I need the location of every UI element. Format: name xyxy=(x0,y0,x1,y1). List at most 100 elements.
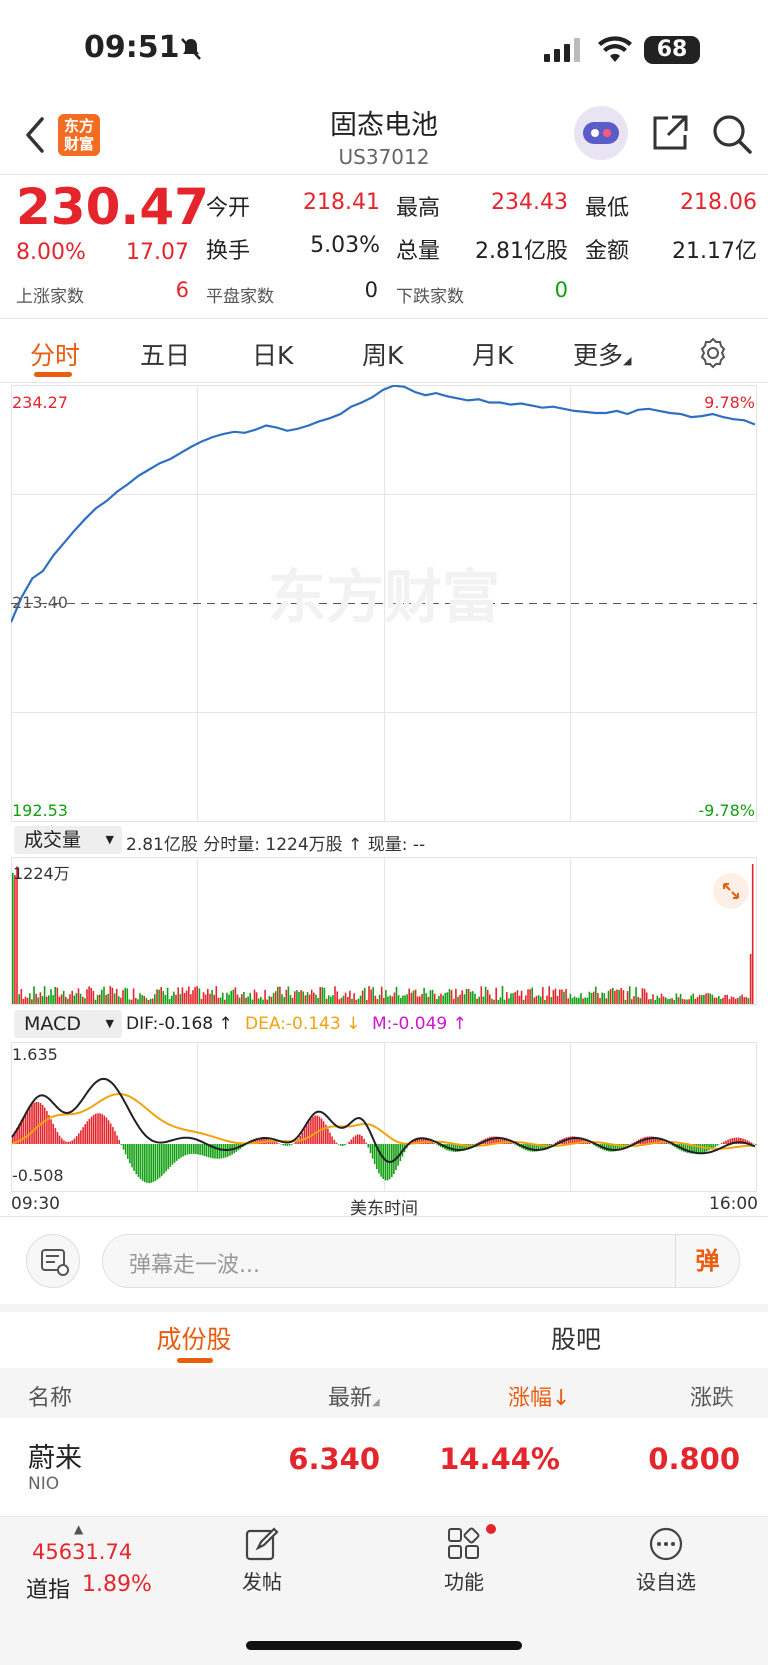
macd-bar xyxy=(744,1139,746,1144)
volume-bar xyxy=(45,996,48,1004)
col-latest-header[interactable]: 最新◢ xyxy=(328,1380,380,1412)
add-watchlist-button[interactable]: 设自选 xyxy=(626,1526,706,1596)
volume-bar xyxy=(582,998,584,1004)
volume-bar xyxy=(718,996,720,1004)
volume-bar xyxy=(77,988,80,1004)
danmaku-input[interactable]: 弹幕走一波... 弹 xyxy=(102,1234,740,1288)
macd-select-label: MACD xyxy=(24,1013,81,1035)
macd-bar xyxy=(437,1144,440,1146)
volume-bar xyxy=(264,989,266,1004)
volume-bar xyxy=(599,998,601,1004)
col-pct-header[interactable]: 涨幅↓ xyxy=(508,1386,571,1411)
table-header xyxy=(0,1368,768,1418)
volume-bar xyxy=(457,996,459,1004)
volume-bar xyxy=(336,991,338,1004)
macd-bar xyxy=(314,1115,316,1144)
volume-bar xyxy=(308,994,311,1004)
macd-chart[interactable]: 1.635 -0.508 xyxy=(11,1042,757,1192)
volume-bar xyxy=(684,999,686,1004)
volume-bar xyxy=(737,998,739,1004)
volume-bar xyxy=(302,991,304,1004)
macd-bar xyxy=(452,1144,455,1152)
tab-daily-k[interactable]: 日K xyxy=(252,341,294,370)
volume-indicator-select[interactable]: 成交量 ▼ xyxy=(14,826,122,854)
macd-indicator-select[interactable]: MACD ▼ xyxy=(14,1010,122,1038)
macd-bar xyxy=(569,1136,572,1144)
back-button[interactable] xyxy=(22,115,48,159)
macd-bar xyxy=(695,1144,697,1154)
volume-bar xyxy=(12,872,14,1004)
volume-bar xyxy=(228,994,230,1004)
tab-constituents[interactable]: 成份股 xyxy=(156,1325,232,1354)
search-icon[interactable] xyxy=(711,113,753,159)
volume-bar xyxy=(287,986,290,1004)
share-icon[interactable] xyxy=(650,113,690,157)
volume-bar xyxy=(156,989,158,1004)
volume-bar xyxy=(344,992,347,1004)
macd-bar xyxy=(567,1136,570,1144)
volume-bar xyxy=(450,990,453,1004)
volume-bar xyxy=(281,994,283,1004)
volume-bar xyxy=(60,994,63,1004)
last-price: 230.47 xyxy=(16,178,209,236)
macd-bar xyxy=(574,1136,576,1144)
macd-bar xyxy=(135,1144,138,1175)
tab-intraday[interactable]: 分时 xyxy=(30,341,81,370)
caret-down-icon: ◢ xyxy=(623,354,632,367)
volume-bar xyxy=(514,992,516,1004)
macd-bar xyxy=(352,1137,355,1144)
danmaku-settings-button[interactable] xyxy=(26,1234,80,1288)
danmaku-send-button[interactable]: 弹 xyxy=(675,1235,739,1287)
volume-bar xyxy=(272,993,275,1004)
volume-bar xyxy=(327,995,330,1004)
volume-bar xyxy=(652,994,654,1004)
volume-bar xyxy=(368,986,370,1004)
volume-bar xyxy=(376,999,379,1004)
macd-bar xyxy=(169,1144,172,1167)
macd-bar xyxy=(154,1144,157,1181)
volume-bar xyxy=(84,998,86,1004)
robot-avatar-icon[interactable] xyxy=(574,106,628,160)
macd-bar xyxy=(531,1144,534,1152)
post-button[interactable]: 发帖 xyxy=(222,1526,302,1596)
tab-five-day[interactable]: 五日 xyxy=(140,341,191,370)
price-mid-label: 213.40 xyxy=(12,593,68,612)
functions-button[interactable]: 功能 xyxy=(424,1524,504,1596)
macd-bar xyxy=(731,1138,734,1144)
macd-bar xyxy=(499,1137,502,1144)
macd-bar xyxy=(693,1144,695,1154)
price-chart[interactable]: 东方财富 234.27 213.40 192.53 9.78% -9.78% xyxy=(11,385,757,822)
volume-bar xyxy=(247,996,249,1004)
table-row[interactable]: 蔚来 NIO 6.340 14.44% 0.800 xyxy=(0,1420,768,1512)
macd-bar xyxy=(278,1143,280,1144)
tab-forum[interactable]: 股吧 xyxy=(550,1325,601,1354)
macd-bar xyxy=(182,1144,184,1157)
tab-weekly-k[interactable]: 周K xyxy=(362,341,404,370)
tab-more[interactable]: 更多◢ xyxy=(573,336,631,372)
index-ticker[interactable]: ▲ 45631.74 道指 1.89% xyxy=(0,1518,190,1608)
volume-bar xyxy=(705,993,707,1004)
volume-bar xyxy=(686,999,688,1004)
volume-chart[interactable]: 1224万 xyxy=(11,857,757,1005)
volume-bar xyxy=(135,998,137,1004)
index-name: 道指 xyxy=(26,1578,71,1603)
expand-icon[interactable] xyxy=(713,873,749,909)
volume-bar xyxy=(673,1000,675,1004)
volume-bar xyxy=(563,991,565,1004)
tab-monthly-k[interactable]: 月K xyxy=(472,341,514,370)
macd-bar xyxy=(216,1144,218,1159)
volume-bar xyxy=(158,989,160,1004)
volume-bar xyxy=(669,998,671,1004)
macd-bar xyxy=(738,1137,740,1144)
volume-bar xyxy=(296,990,298,1004)
volume-bar xyxy=(128,999,131,1004)
volume-bar xyxy=(132,988,135,1004)
macd-bar xyxy=(293,1143,295,1144)
volume-bar xyxy=(690,995,692,1004)
macd-bar xyxy=(510,1142,512,1144)
macd-bar xyxy=(431,1142,433,1144)
volume-bar xyxy=(353,993,355,1004)
volume-bar xyxy=(605,998,608,1004)
gear-icon[interactable] xyxy=(697,337,729,373)
macd-bar xyxy=(37,1102,40,1144)
